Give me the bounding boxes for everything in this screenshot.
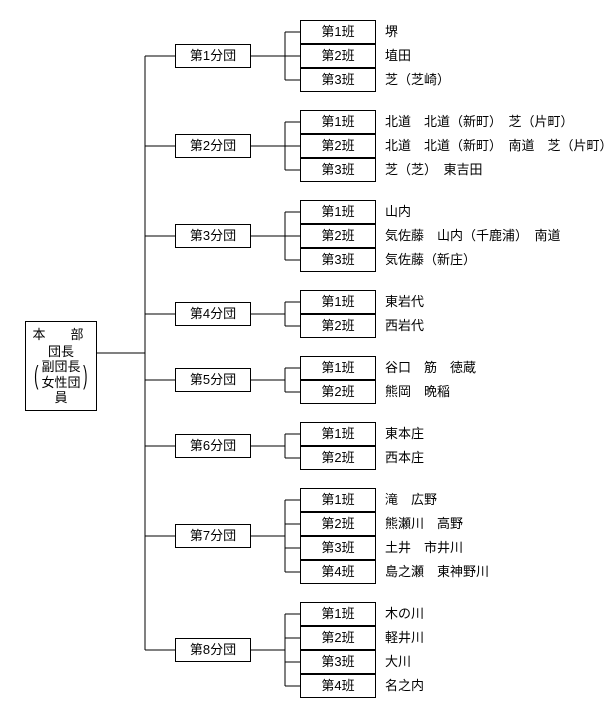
squad-area: 熊瀬川 高野 [385, 512, 463, 536]
squad-label: 第2班 [321, 630, 354, 645]
squad-area: 西岩代 [385, 314, 424, 338]
squad-area: 軽井川 [385, 626, 424, 650]
squad-box: 第4班 [300, 560, 376, 584]
branch-label: 第1分団 [190, 48, 236, 63]
squad-box: 第2班 [300, 314, 376, 338]
squad-area: 滝 広野 [385, 488, 437, 512]
squad-box: 第2班 [300, 380, 376, 404]
squad-box: 第1班 [300, 422, 376, 446]
squad-box: 第3班 [300, 248, 376, 272]
squad-box: 第2班 [300, 512, 376, 536]
branch-box: 第7分団 [175, 524, 251, 548]
squad-box: 第1班 [300, 200, 376, 224]
squad-area: 芝（芝崎） [385, 68, 450, 92]
squad-area: 埴田 [385, 44, 411, 68]
squad-label: 第3班 [321, 72, 354, 87]
branch-label: 第4分団 [190, 306, 236, 321]
squad-area: 熊岡 晩稲 [385, 380, 450, 404]
squad-area: 名之内 [385, 674, 424, 698]
squad-area: 芝（芝） 東吉田 [385, 158, 483, 182]
hq-box: 本 部(団長副団長女性団員) [25, 321, 97, 411]
squad-box: 第2班 [300, 626, 376, 650]
branch-box: 第2分団 [175, 134, 251, 158]
hq-member-line: 副団長 [41, 359, 82, 375]
squad-box: 第3班 [300, 536, 376, 560]
squad-area: 大川 [385, 650, 411, 674]
squad-label: 第2班 [321, 48, 354, 63]
squad-label: 第2班 [321, 384, 354, 399]
squad-label: 第1班 [321, 360, 354, 375]
hq-members: (団長副団長女性団員) [32, 344, 90, 406]
squad-box: 第1班 [300, 110, 376, 134]
squad-label: 第3班 [321, 654, 354, 669]
squad-box: 第1班 [300, 290, 376, 314]
squad-area: 木の川 [385, 602, 424, 626]
squad-label: 第1班 [321, 426, 354, 441]
squad-label: 第1班 [321, 204, 354, 219]
squad-area: 堺 [385, 20, 398, 44]
squad-label: 第3班 [321, 252, 354, 267]
branch-label: 第8分団 [190, 642, 236, 657]
branch-box: 第1分団 [175, 44, 251, 68]
squad-box: 第2班 [300, 134, 376, 158]
branch-box: 第3分団 [175, 224, 251, 248]
branch-box: 第8分団 [175, 638, 251, 662]
squad-area: 北道 北道（新町） 南道 芝（片町） [385, 134, 613, 158]
branch-box: 第6分団 [175, 434, 251, 458]
squad-box: 第1班 [300, 20, 376, 44]
squad-label: 第2班 [321, 318, 354, 333]
org-tree-diagram: 本 部(団長副団長女性団員)第1分団第1班堺第2班埴田第3班芝（芝崎）第2分団第… [10, 10, 603, 708]
squad-box: 第1班 [300, 356, 376, 380]
squad-box: 第3班 [300, 158, 376, 182]
squad-box: 第2班 [300, 446, 376, 470]
squad-box: 第2班 [300, 224, 376, 248]
squad-box: 第1班 [300, 488, 376, 512]
squad-area: 北道 北道（新町） 芝（片町） [385, 110, 574, 134]
squad-area: 気佐藤（新庄） [385, 248, 476, 272]
squad-area: 山内 [385, 200, 411, 224]
squad-box: 第2班 [300, 44, 376, 68]
squad-area: 島之瀬 東神野川 [385, 560, 489, 584]
squad-label: 第1班 [321, 24, 354, 39]
squad-label: 第1班 [321, 114, 354, 129]
squad-area: 土井 市井川 [385, 536, 463, 560]
squad-box: 第3班 [300, 650, 376, 674]
squad-area: 西本庄 [385, 446, 424, 470]
squad-area: 東岩代 [385, 290, 424, 314]
hq-title: 本 部 [32, 326, 90, 344]
branch-label: 第2分団 [190, 138, 236, 153]
squad-label: 第2班 [321, 516, 354, 531]
hq-member-line: 女性団員 [41, 375, 82, 406]
branch-label: 第5分団 [190, 372, 236, 387]
branch-box: 第4分団 [175, 302, 251, 326]
squad-box: 第1班 [300, 602, 376, 626]
branch-label: 第7分団 [190, 528, 236, 543]
squad-area: 気佐藤 山内（千鹿浦） 南道 [385, 224, 561, 248]
squad-label: 第2班 [321, 450, 354, 465]
squad-label: 第1班 [321, 492, 354, 507]
squad-area: 谷口 筋 徳蔵 [385, 356, 476, 380]
squad-label: 第2班 [321, 228, 354, 243]
squad-label: 第3班 [321, 162, 354, 177]
squad-label: 第1班 [321, 294, 354, 309]
branch-label: 第6分団 [190, 438, 236, 453]
squad-label: 第1班 [321, 606, 354, 621]
squad-label: 第4班 [321, 678, 354, 693]
squad-box: 第3班 [300, 68, 376, 92]
squad-label: 第4班 [321, 564, 354, 579]
branch-label: 第3分団 [190, 228, 236, 243]
squad-label: 第3班 [321, 540, 354, 555]
hq-member-line: 団長 [41, 344, 82, 360]
squad-box: 第4班 [300, 674, 376, 698]
branch-box: 第5分団 [175, 368, 251, 392]
squad-label: 第2班 [321, 138, 354, 153]
squad-area: 東本庄 [385, 422, 424, 446]
